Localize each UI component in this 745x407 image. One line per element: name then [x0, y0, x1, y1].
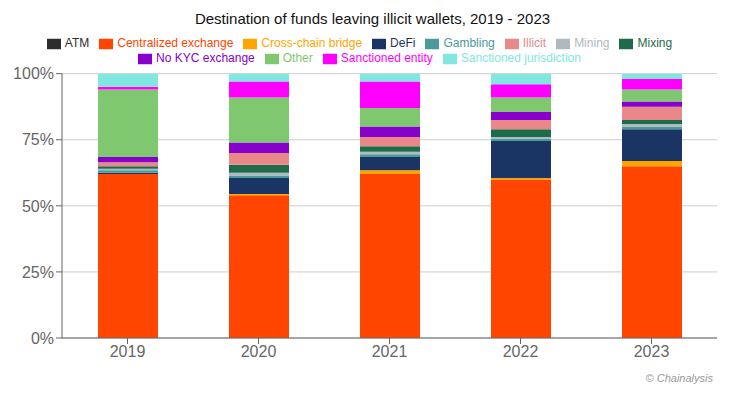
- svg-text:0%: 0%: [31, 330, 54, 347]
- html-text:DeFi: DeFi: [390, 36, 416, 50]
- svg-text:2022: 2022: [503, 343, 539, 360]
- html-text:Sanctioned jurisdiction: Sanctioned jurisdiction: [460, 50, 581, 65]
- svg-text:100%: 100%: [13, 65, 54, 82]
- html-text:Destination of funds leaving i: Destination of funds leaving illicit wal…: [194, 10, 551, 27]
- svg-text:25%: 25%: [22, 264, 54, 281]
- html-text:Sanctioned entity: Sanctioned entity: [340, 50, 433, 65]
- svg-text:2021: 2021: [372, 343, 408, 360]
- svg-text:75%: 75%: [22, 131, 54, 148]
- svg-text:2020: 2020: [241, 343, 277, 360]
- svg-text:2019: 2019: [110, 343, 146, 360]
- html-text:Gambling: Gambling: [443, 36, 495, 50]
- svg-text:50%: 50%: [22, 198, 54, 215]
- html-text:Mining: Mining: [574, 36, 610, 50]
- html-text:ATM: ATM: [64, 36, 90, 50]
- html-text:Mixing: Mixing: [637, 36, 673, 50]
- html-text:No KYC exchange: No KYC exchange: [156, 50, 255, 65]
- html-text:© Chainalysis: © Chainalysis: [645, 372, 713, 384]
- html-text:Cross-chain bridge: Cross-chain bridge: [261, 36, 363, 50]
- html-text:Other: Other: [282, 50, 313, 65]
- html-text:Centralized exchange: Centralized exchange: [117, 36, 234, 50]
- svg-text:2023: 2023: [634, 343, 670, 360]
- html-text:Illicit: Illicit: [522, 36, 547, 50]
